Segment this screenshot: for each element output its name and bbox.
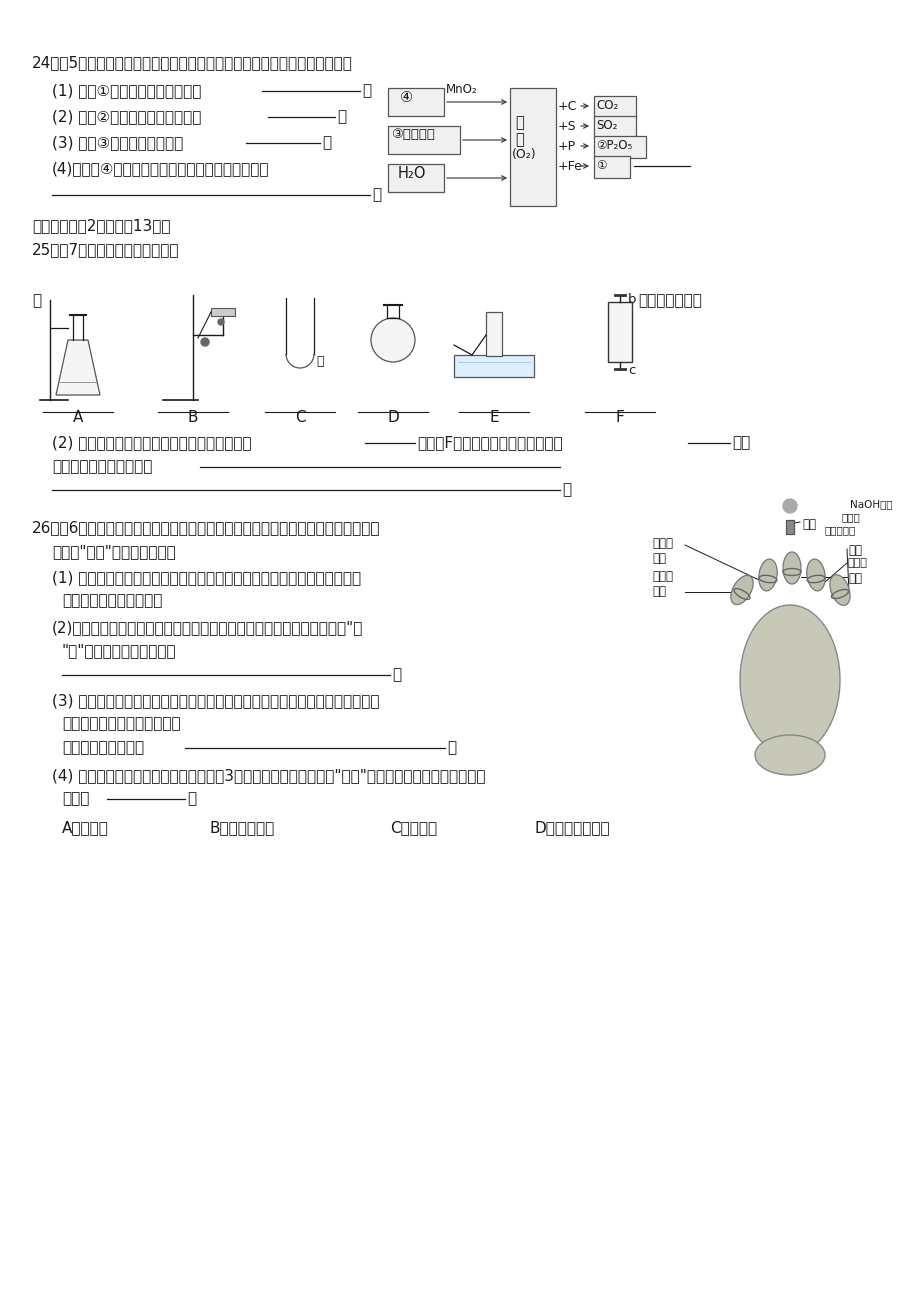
Text: D．氢氧化钠溶液: D．氢氧化钠溶液 (535, 820, 610, 835)
Text: NaOH溶液: NaOH溶液 (849, 499, 891, 509)
Text: MnO₂: MnO₂ (446, 83, 477, 96)
Bar (210, 309, 234, 316)
Text: 稀盐酸: 稀盐酸 (652, 570, 673, 583)
Text: (2) 物质②中带点元素的化合价是: (2) 物质②中带点元素的化合价是 (52, 109, 201, 124)
Text: b: b (628, 293, 636, 306)
Text: 夹子: 夹子 (801, 518, 815, 531)
Text: 设计了"魔手"实验。（如图）: 设计了"魔手"实验。（如图） (52, 544, 176, 559)
Text: (2)打开拇指和食指指袋夹子，将拇指内液体倒入食指指袋中。手掌迅速"增: (2)打开拇指和食指指袋夹子，将拇指内液体倒入食指指袋中。手掌迅速"增 (52, 620, 363, 635)
Text: +C: +C (558, 100, 577, 113)
Bar (388, 126, 460, 154)
Bar (607, 302, 631, 362)
Text: 。开始收集最佳: 。开始收集最佳 (637, 293, 701, 309)
Text: (4)若物质④为无色液体，该反应的符号表达式为：: (4)若物质④为无色液体，该反应的符号表达式为： (52, 161, 269, 176)
Ellipse shape (730, 575, 753, 604)
Text: (2) 实验室制取二氧化碳可选用的发生装置为：: (2) 实验室制取二氧化碳可选用的发生装置为： (52, 435, 252, 450)
Circle shape (218, 319, 223, 326)
Text: 氧: 氧 (515, 115, 523, 130)
Text: +S: +S (558, 120, 576, 133)
Text: 。: 。 (315, 355, 323, 368)
Ellipse shape (754, 736, 824, 775)
Bar (388, 164, 444, 191)
Text: (3) 物质③中的阳离子符号是: (3) 物质③中的阳离子符号是 (52, 135, 183, 150)
Text: (1) 如图所示在一次性手套的每个指袋中各加入一种物质，用夹子夹住后捏: (1) 如图所示在一次性手套的每个指袋中各加入一种物质，用夹子夹住后捏 (52, 570, 361, 585)
Ellipse shape (806, 559, 824, 591)
Text: 瘪手套掌部系紧手套口。: 瘪手套掌部系紧手套口。 (62, 592, 162, 608)
Circle shape (200, 339, 209, 346)
Text: 小指: 小指 (847, 544, 861, 557)
Circle shape (370, 318, 414, 362)
Text: CO₂: CO₂ (596, 99, 618, 112)
Text: 。: 。 (187, 792, 196, 806)
Text: (1) 物质①是黑色固体，化学式是: (1) 物质①是黑色固体，化学式是 (52, 83, 201, 98)
Bar (509, 89, 555, 206)
Text: ①: ① (596, 159, 606, 172)
Text: 无名指: 无名指 (847, 559, 867, 568)
Text: ②P₂O₅: ②P₂O₅ (596, 139, 631, 152)
Text: "肥"，反应符号表达式为：: "肥"，反应符号表达式为： (62, 643, 176, 658)
Text: 。: 。 (447, 740, 456, 755)
Text: c: c (628, 365, 635, 378)
Text: ④: ④ (399, 90, 412, 105)
Text: 。: 。 (562, 482, 571, 497)
Text: 。: 。 (371, 187, 380, 202)
Text: 管口: 管口 (732, 435, 749, 450)
Ellipse shape (829, 574, 849, 605)
Text: （: （ (32, 293, 41, 309)
Circle shape (782, 499, 796, 513)
Text: 气: 气 (515, 132, 523, 147)
Bar (594, 156, 630, 178)
Text: A: A (73, 410, 83, 424)
Text: A．稀盐酸: A．稀盐酸 (62, 820, 108, 835)
Text: 。: 。 (391, 667, 401, 682)
Bar (785, 519, 793, 534)
Text: (4) 分别用剩余的两个手指指袋重复步骤3操作。只有小指能使手掌"减肥"成功。则吸收二氧化碳的试剂: (4) 分别用剩余的两个手指指袋重复步骤3操作。只有小指能使手掌"减肥"成功。则… (52, 768, 485, 783)
Text: (O₂): (O₂) (512, 148, 536, 161)
Text: 25．（7分）根据下图回答问题。: 25．（7分）根据下图回答问题。 (32, 242, 179, 256)
Text: ③高锰酸钾: ③高锰酸钾 (391, 128, 435, 141)
Text: 中指: 中指 (847, 572, 861, 585)
Text: E: E (489, 410, 498, 424)
Text: 最好用: 最好用 (62, 792, 89, 806)
Text: 。: 。 (322, 135, 331, 150)
Text: 。: 。 (336, 109, 346, 124)
Text: H₂O: H₂O (398, 165, 426, 181)
Bar (594, 116, 635, 138)
Text: 。若用F装置收集，则二氧化碳应从: 。若用F装置收集，则二氧化碳应从 (416, 435, 562, 450)
Bar (485, 312, 502, 355)
Text: B: B (187, 410, 198, 424)
Bar (388, 89, 444, 116)
Text: C: C (294, 410, 305, 424)
Text: D: D (387, 410, 399, 424)
Ellipse shape (758, 559, 777, 591)
Text: 将液体流回指袋后夹上夹子。: 将液体流回指袋后夹上夹子。 (62, 716, 180, 730)
Polygon shape (56, 340, 100, 395)
Text: B．澄清石灰水: B．澄清石灰水 (210, 820, 275, 835)
Text: +Fe: +Fe (558, 160, 583, 173)
Ellipse shape (782, 552, 800, 585)
Text: 食指: 食指 (652, 552, 665, 565)
Text: 通入，验满的方法方法是: 通入，验满的方法方法是 (52, 460, 153, 474)
Text: 三、（本题共2小题，共13分）: 三、（本题共2小题，共13分） (32, 217, 170, 233)
Text: 澄清石灰水: 澄清石灰水 (824, 525, 856, 535)
Bar (594, 96, 635, 118)
Text: SO₂: SO₂ (596, 118, 617, 132)
Ellipse shape (739, 605, 839, 755)
Text: +P: +P (558, 141, 575, 154)
Text: (3) 打开中指指袋夹子，使液体流入手掌，振荡后液体变浑浊，手掌稍微变小。: (3) 打开中指指袋夹子，使液体流入手掌，振荡后液体变浑浊，手掌稍微变小。 (52, 693, 380, 708)
Text: 拇指: 拇指 (652, 585, 665, 598)
Text: 。: 。 (361, 83, 370, 98)
Bar (453, 355, 533, 378)
Text: 反应符号表达式为：: 反应符号表达式为： (62, 740, 144, 755)
Text: F: F (615, 410, 624, 424)
Text: C．蒸馏水: C．蒸馏水 (390, 820, 437, 835)
Text: 26．（6分）学习了《奇妙的二氧化碳》后，同学们对书本实验进行了创新和改进。: 26．（6分）学习了《奇妙的二氧化碳》后，同学们对书本实验进行了创新和改进。 (32, 519, 380, 535)
Text: 石灰石: 石灰石 (652, 536, 673, 549)
Text: 24．（5分）如图是有关氧气知识的网络图（反应条件部分省略），请回答：: 24．（5分）如图是有关氧气知识的网络图（反应条件部分省略），请回答： (32, 55, 353, 70)
Text: 蒸馏水: 蒸馏水 (841, 512, 860, 522)
Bar (594, 135, 645, 158)
